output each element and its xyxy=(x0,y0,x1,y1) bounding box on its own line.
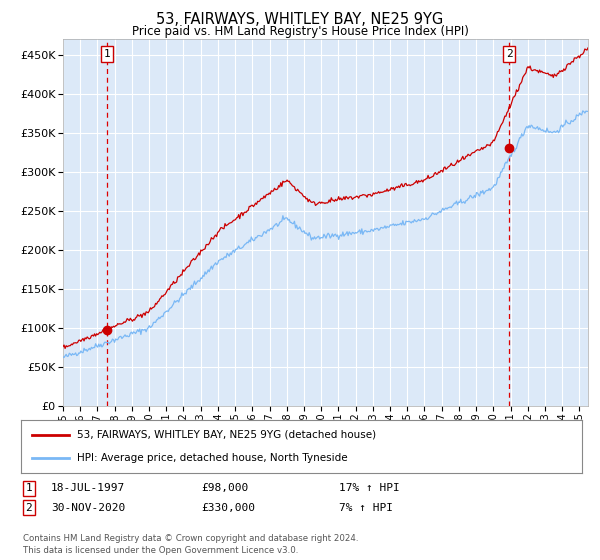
Text: 7% ↑ HPI: 7% ↑ HPI xyxy=(339,503,393,513)
Text: 53, FAIRWAYS, WHITLEY BAY, NE25 9YG (detached house): 53, FAIRWAYS, WHITLEY BAY, NE25 9YG (det… xyxy=(77,430,376,440)
Text: Price paid vs. HM Land Registry's House Price Index (HPI): Price paid vs. HM Land Registry's House … xyxy=(131,25,469,38)
Text: 2: 2 xyxy=(25,503,32,513)
Text: Contains HM Land Registry data © Crown copyright and database right 2024.
This d: Contains HM Land Registry data © Crown c… xyxy=(23,534,358,555)
Text: 2: 2 xyxy=(506,49,512,59)
Text: 30-NOV-2020: 30-NOV-2020 xyxy=(51,503,125,513)
Text: HPI: Average price, detached house, North Tyneside: HPI: Average price, detached house, Nort… xyxy=(77,453,348,463)
Text: 1: 1 xyxy=(25,483,32,493)
Text: 17% ↑ HPI: 17% ↑ HPI xyxy=(339,483,400,493)
Text: 18-JUL-1997: 18-JUL-1997 xyxy=(51,483,125,493)
Text: £330,000: £330,000 xyxy=(201,503,255,513)
Text: 53, FAIRWAYS, WHITLEY BAY, NE25 9YG: 53, FAIRWAYS, WHITLEY BAY, NE25 9YG xyxy=(157,12,443,27)
Text: £98,000: £98,000 xyxy=(201,483,248,493)
Text: 1: 1 xyxy=(103,49,110,59)
